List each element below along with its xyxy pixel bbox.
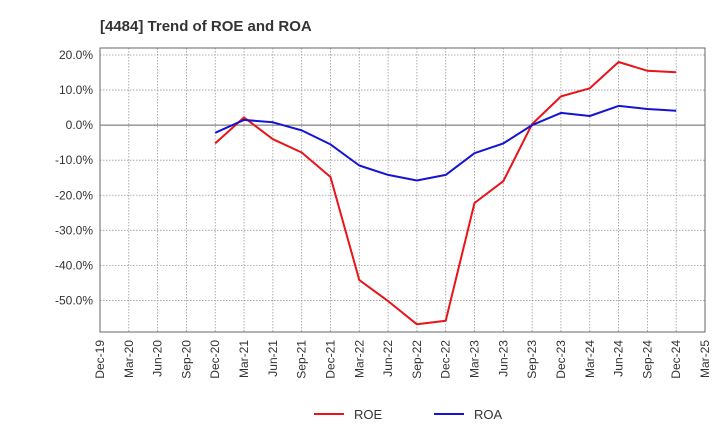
legend-label-roa: ROA [474,407,503,422]
x-tick-label: Dec-19 [93,340,107,379]
x-tick-label: Sep-22 [410,340,424,379]
x-tick-label: Sep-24 [640,340,654,379]
x-tick-label: Mar-25 [698,340,712,378]
y-tick-label: -30.0% [55,223,93,237]
legend-label-roe: ROE [354,407,383,422]
x-tick-label: Mar-24 [583,340,597,378]
legend: ROE ROA [314,407,503,422]
x-tick-label: Dec-24 [669,340,683,379]
x-tick-label: Jun-23 [496,340,510,377]
plot-area: 20.0% 10.0% 0.0% -10.0% -20.0% -30.0% -40.0% -5… [55,47,712,379]
x-tick-label: Sep-20 [179,340,193,379]
x-tick-label: Dec-21 [323,340,337,379]
y-tick-label: -40.0% [55,258,93,272]
y-tick-label: -50.0% [55,293,93,307]
x-tick-label: Dec-20 [208,340,222,379]
y-tick-label: 10.0% [59,83,93,97]
y-tick-label: -10.0% [55,153,93,167]
y-tick-label: 20.0% [59,48,93,62]
x-tick-label: Jun-24 [612,340,626,377]
x-tick-label: Dec-22 [439,340,453,379]
y-tick-label: 0.0% [66,118,94,132]
x-tick-label: Mar-21 [237,340,251,378]
x-tick-label: Sep-23 [525,340,539,379]
x-tick-label: Mar-22 [352,340,366,378]
series-line-roe [214,61,677,326]
x-tick-label: Mar-20 [122,340,136,378]
x-tick-label: Jun-21 [266,340,280,377]
y-tick-label: -20.0% [55,188,93,202]
series-line-roa [214,104,677,182]
chart-title: [4484] Trend of ROE and ROA [100,18,312,35]
plot-border [99,47,706,333]
x-tick-label: Jun-20 [151,340,165,377]
x-tick-label: Mar-23 [468,340,482,378]
x-tick-label: Jun-22 [381,340,395,377]
x-tick-label: Sep-21 [295,340,309,379]
x-tick-label: Dec-23 [554,340,568,379]
